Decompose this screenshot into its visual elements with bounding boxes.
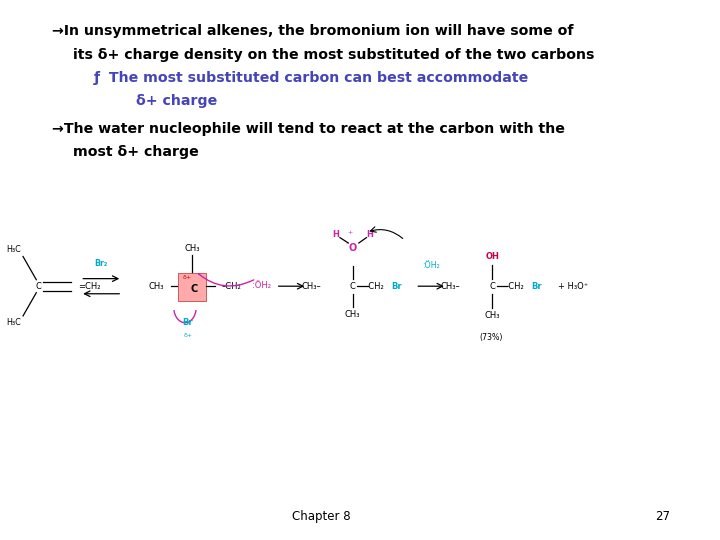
Text: its δ+ charge density on the most substituted of the two carbons: its δ+ charge density on the most substi… (73, 48, 595, 62)
Text: (73%): (73%) (479, 333, 503, 342)
Text: –CH₂: –CH₂ (221, 282, 241, 291)
Text: ƒ  The most substituted carbon can best accommodate: ƒ The most substituted carbon can best a… (94, 71, 529, 85)
Text: –CH₂: –CH₂ (505, 282, 524, 291)
Text: O: O (348, 244, 356, 253)
Text: δ+ charge: δ+ charge (136, 94, 217, 109)
Text: + H₃O⁺: + H₃O⁺ (559, 282, 589, 291)
Text: H: H (366, 231, 373, 239)
Text: most δ+ charge: most δ+ charge (73, 145, 199, 159)
Text: Br: Br (391, 282, 402, 291)
Text: δ+: δ+ (182, 275, 192, 280)
Text: CH₃: CH₃ (184, 244, 199, 253)
Text: H: H (333, 231, 339, 239)
Text: +: + (347, 230, 352, 235)
FancyArrowPatch shape (199, 274, 253, 286)
Bar (178, 273, 206, 301)
Text: 27: 27 (655, 510, 670, 523)
Text: CH₃–: CH₃– (441, 282, 461, 291)
Text: δ+: δ+ (183, 333, 192, 339)
Text: CH₃: CH₃ (148, 282, 164, 291)
Text: H₃C: H₃C (6, 245, 21, 254)
Text: ··: ·· (346, 241, 349, 247)
Text: CH₃: CH₃ (345, 310, 360, 319)
Text: C: C (35, 282, 41, 291)
Text: Chapter 8: Chapter 8 (292, 510, 351, 523)
Text: H₃C: H₃C (6, 319, 21, 327)
Text: Br₂: Br₂ (94, 259, 108, 268)
Text: C: C (190, 285, 198, 294)
Text: OH: OH (485, 252, 499, 261)
Text: :ÖH₂: :ÖH₂ (422, 261, 440, 270)
Text: Br: Br (531, 282, 541, 291)
Text: –CH₂: –CH₂ (365, 282, 384, 291)
Text: →In unsymmetrical alkenes, the bromonium ion will have some of: →In unsymmetrical alkenes, the bromonium… (53, 24, 574, 38)
Text: →The water nucleophile will tend to react at the carbon with the: →The water nucleophile will tend to reac… (53, 122, 565, 136)
Text: C: C (350, 282, 356, 291)
Text: CH₃: CH₃ (485, 312, 500, 320)
Text: :ÖH₂: :ÖH₂ (252, 281, 271, 289)
Text: CH₃–: CH₃– (302, 282, 321, 291)
Text: Br: Br (182, 319, 193, 327)
Text: C: C (489, 282, 495, 291)
Text: =CH₂: =CH₂ (78, 282, 101, 291)
